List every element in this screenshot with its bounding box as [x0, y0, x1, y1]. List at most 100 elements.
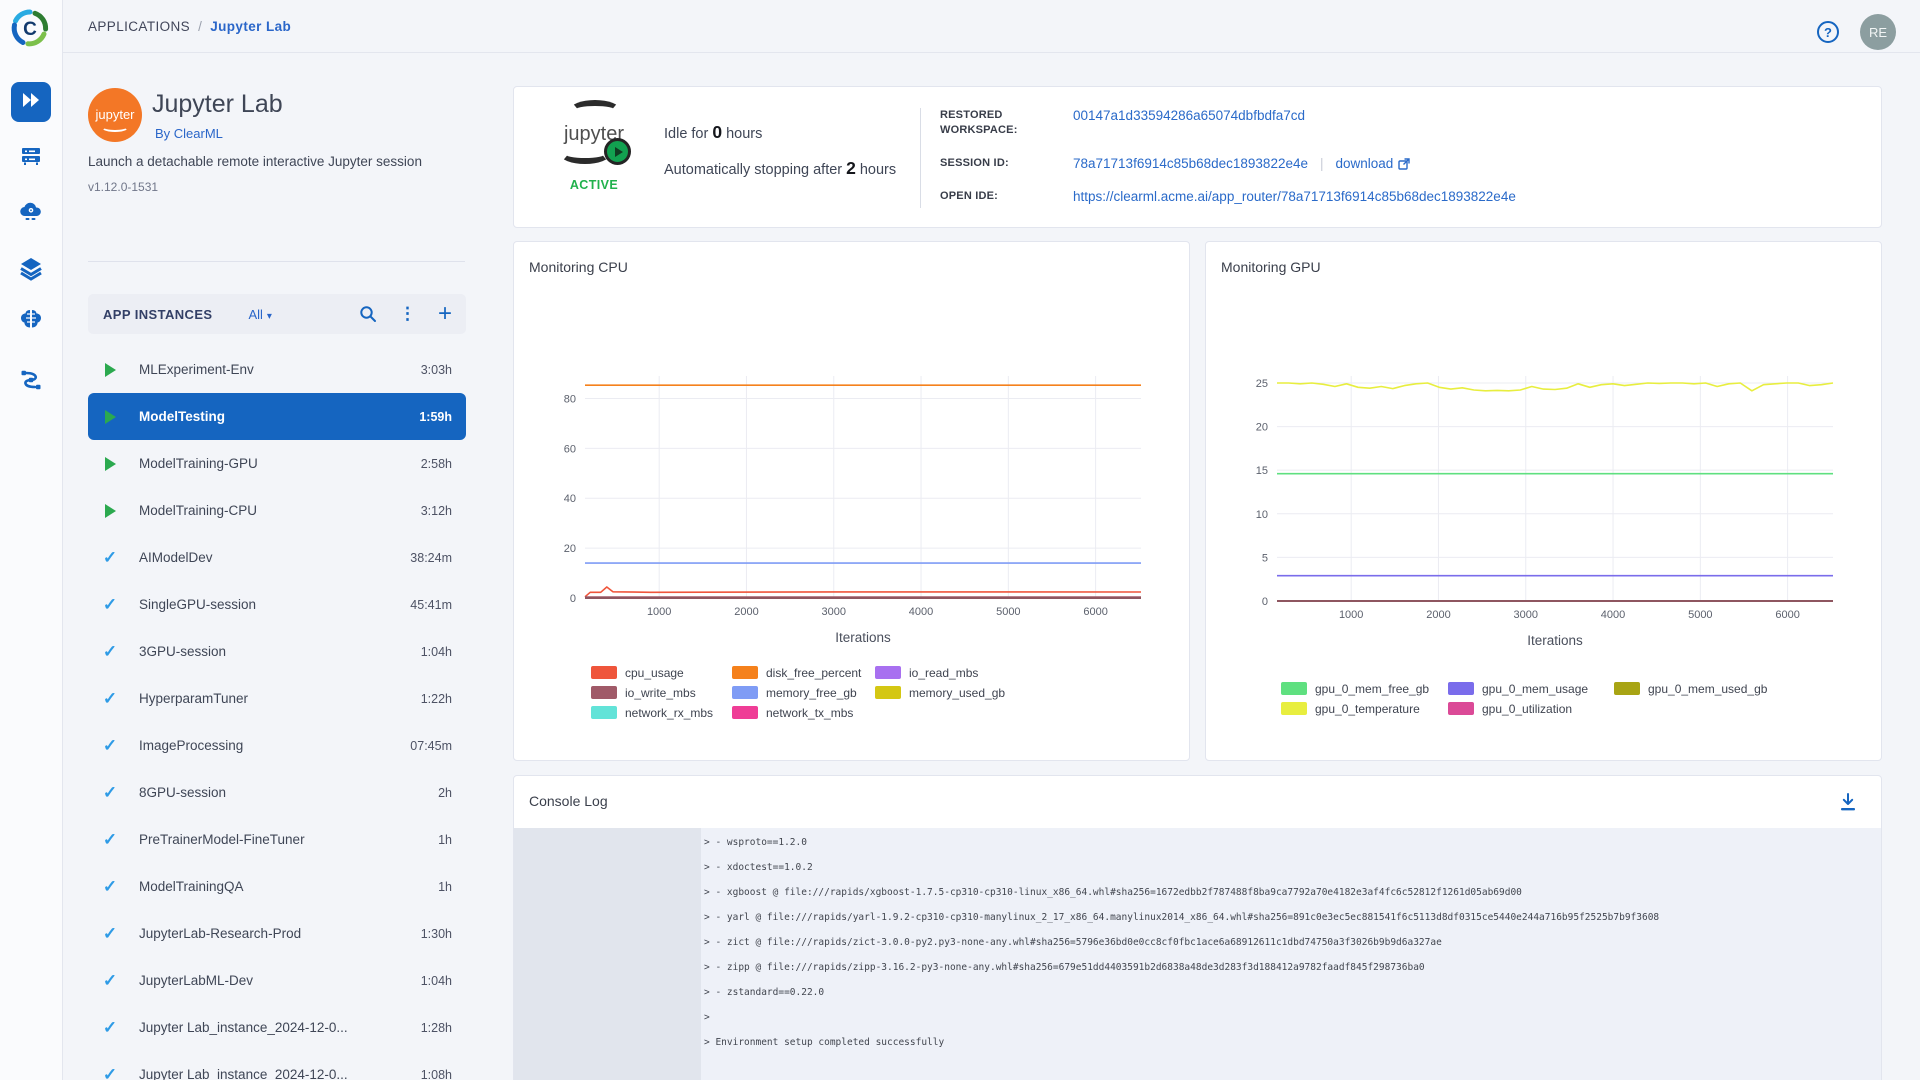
legend-item-disk_free_percent[interactable]: disk_free_percent	[732, 666, 875, 679]
gpu-chart-legend: gpu_0_mem_free_gb gpu_0_mem_usagegpu_0_me…	[1281, 682, 1767, 715]
instance-name: ModelTesting	[139, 409, 225, 424]
help-icon[interactable]: ?	[1817, 21, 1839, 43]
legend-item-io_write_mbs[interactable]: io_write_mbs	[591, 686, 732, 699]
legend-swatch	[591, 666, 617, 679]
play-icon	[102, 457, 118, 471]
download-log-icon[interactable]	[1837, 791, 1859, 813]
instance-name: Jupyter Lab_instance_2024-12-0...	[139, 1020, 348, 1035]
instance-row[interactable]: ✓JupyterLabML-Dev1:04h	[88, 957, 466, 1004]
legend-label: io_read_mbs	[909, 666, 978, 680]
instance-row[interactable]: ✓ImageProcessing07:45m	[88, 722, 466, 769]
instance-duration: 1:28h	[421, 1021, 452, 1035]
brain-icon	[18, 307, 44, 338]
instance-row[interactable]: MLExperiment-Env3:03h	[88, 346, 466, 393]
check-icon: ✓	[102, 877, 118, 897]
download-workspace-link[interactable]: download	[1336, 156, 1411, 171]
svg-text:20: 20	[564, 543, 576, 555]
svg-text:2000: 2000	[734, 606, 758, 618]
legend-label: disk_free_percent	[766, 666, 861, 680]
instance-name: PreTrainerModel-FineTuner	[139, 832, 305, 847]
legend-label: gpu_0_mem_free_gb	[1315, 682, 1429, 696]
legend-item-gpu_0_mem_usage[interactable]: gpu_0_mem_usage	[1448, 682, 1614, 695]
legend-swatch	[875, 686, 901, 699]
console-log-viewport[interactable]: > - wsproto==1.2.0> - xdoctest==1.0.2> -…	[514, 828, 1881, 1080]
svg-text:6000: 6000	[1083, 606, 1107, 618]
svg-text:60: 60	[564, 443, 576, 455]
session-id-value[interactable]: 78a71713f6914c85b68dec1893822e4e	[1073, 156, 1308, 171]
check-icon: ✓	[102, 736, 118, 756]
instance-duration: 07:45m	[410, 739, 452, 753]
instance-row[interactable]: ✓Jupyter Lab_instance_2024-12-0...1:28h	[88, 1004, 466, 1051]
instance-row[interactable]: ✓AIModelDev38:24m	[88, 534, 466, 581]
breadcrumb-applications[interactable]: APPLICATIONS	[88, 19, 190, 34]
instance-row[interactable]: ✓PreTrainerModel-FineTuner1h	[88, 816, 466, 863]
instance-name: 3GPU-session	[139, 644, 226, 659]
instance-row[interactable]: ✓3GPU-session1:04h	[88, 628, 466, 675]
legend-item-network_rx_mbs[interactable]: network_rx_mbs	[591, 706, 732, 719]
instance-row[interactable]: ✓JupyterLab-Research-Prod1:30h	[88, 910, 466, 957]
rail-item-pipelines[interactable]	[11, 362, 51, 402]
legend-swatch	[1448, 682, 1474, 695]
legend-item-memory_used_gb[interactable]: memory_used_gb	[875, 686, 1005, 699]
legend-item-gpu_0_temperature[interactable]: gpu_0_temperature	[1281, 702, 1448, 715]
rail-item-queues[interactable]	[11, 138, 51, 178]
instance-row[interactable]: ✓SingleGPU-session45:41m	[88, 581, 466, 628]
svg-text:80: 80	[564, 393, 576, 405]
svg-text:40: 40	[564, 493, 576, 505]
rail-item-cloud-services[interactable]	[11, 194, 51, 234]
server-icon	[19, 144, 43, 173]
instance-duration: 1:04h	[421, 974, 452, 988]
instance-row[interactable]: ModelTraining-CPU3:12h	[88, 487, 466, 534]
instance-name: ModelTraining-GPU	[139, 456, 258, 471]
legend-item-gpu_0_utilization[interactable]: gpu_0_utilization	[1448, 702, 1614, 715]
rail-item-models[interactable]	[11, 302, 51, 342]
svg-text:5000: 5000	[1688, 609, 1712, 621]
instance-name: AIModelDev	[139, 550, 213, 565]
jupyter-app-icon-word: jupyter	[95, 107, 134, 122]
legend-swatch	[732, 706, 758, 719]
nav-rail: C	[0, 0, 63, 1080]
svg-text:3000: 3000	[1514, 609, 1538, 621]
instance-row[interactable]: ModelTraining-GPU2:58h	[88, 440, 466, 487]
legend-swatch	[1614, 682, 1640, 695]
rail-item-applications[interactable]	[11, 82, 51, 122]
instance-row[interactable]: ModelTesting1:59h	[88, 393, 466, 440]
play-icon	[102, 410, 118, 424]
search-icon[interactable]	[359, 305, 377, 323]
console-log-line: > - zstandard==0.22.0	[704, 980, 1874, 1005]
instance-row[interactable]: ✓Jupyter Lab_instance_2024-12-0...1:08h	[88, 1051, 466, 1080]
more-options-icon[interactable]: ⋮	[399, 304, 416, 324]
legend-label: memory_free_gb	[766, 686, 857, 700]
play-icon	[102, 504, 118, 518]
instance-row[interactable]: ✓ModelTrainingQA1h	[88, 863, 466, 910]
legend-item-gpu_0_mem_free_gb[interactable]: gpu_0_mem_free_gb	[1281, 682, 1448, 695]
instance-row[interactable]: ✓HyperparamTuner1:22h	[88, 675, 466, 722]
page-title: Jupyter Lab	[152, 90, 283, 119]
applications-icon	[20, 89, 42, 116]
open-ide-link[interactable]: https://clearml.acme.ai/app_router/78a71…	[1073, 189, 1516, 204]
instance-row[interactable]: ✓8GPU-session2h	[88, 769, 466, 816]
instances-filter-dropdown[interactable]: All▾	[248, 307, 271, 322]
clearml-app-page: APPLICATIONS / Jupyter Lab ? RE C	[0, 0, 1920, 1080]
legend-label: io_write_mbs	[625, 686, 696, 700]
restored-workspace-value[interactable]: 00147a1d33594286a65074dbfbdfa7cd	[1073, 108, 1305, 138]
user-avatar[interactable]: RE	[1860, 14, 1896, 50]
clearml-logo-icon[interactable]: C	[10, 8, 50, 48]
legend-item-cpu_usage[interactable]: cpu_usage	[591, 666, 732, 679]
check-icon: ✓	[102, 548, 118, 568]
svg-text:Iterations: Iterations	[1527, 633, 1583, 648]
by-clearml-link[interactable]: By ClearML	[155, 126, 223, 141]
console-log-line: > - xdoctest==1.0.2	[704, 855, 1874, 880]
legend-item-network_tx_mbs[interactable]: network_tx_mbs	[732, 706, 875, 719]
instance-duration: 1h	[438, 833, 452, 847]
legend-item-memory_free_gb[interactable]: memory_free_gb	[732, 686, 875, 699]
instance-list: MLExperiment-Env3:03hModelTesting1:59hMo…	[88, 346, 466, 1080]
legend-item-io_read_mbs[interactable]: io_read_mbs	[875, 666, 1005, 679]
rail-item-datasets[interactable]	[11, 250, 51, 290]
add-instance-button[interactable]: +	[438, 304, 452, 324]
svg-text:4000: 4000	[1601, 609, 1625, 621]
svg-text:10: 10	[1256, 509, 1268, 521]
console-log-line: > - zict @ file:///rapids/zict-3.0.0-py2…	[704, 930, 1874, 955]
instance-duration: 3:12h	[421, 504, 452, 518]
legend-item-gpu_0_mem_used_gb[interactable]: gpu_0_mem_used_gb	[1614, 682, 1767, 695]
